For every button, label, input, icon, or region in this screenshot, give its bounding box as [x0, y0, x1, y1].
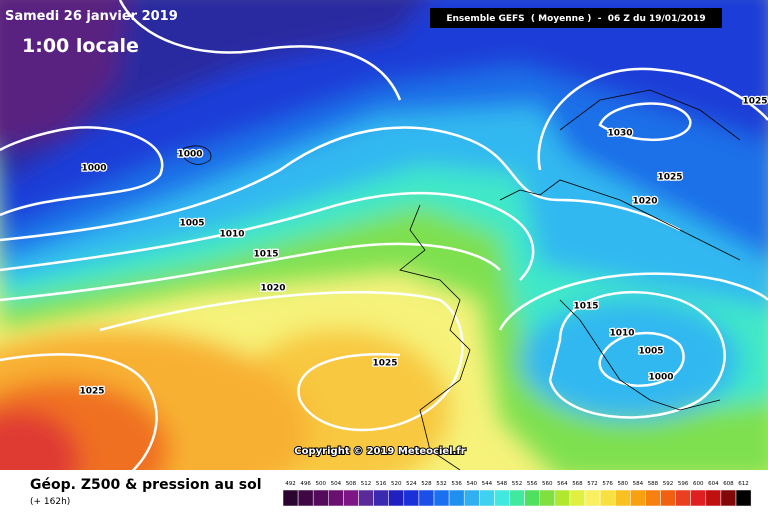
legend-label: 560 — [542, 481, 553, 487]
legend-label: 580 — [618, 481, 629, 487]
isobar-label: 1015 — [573, 302, 598, 312]
isobar-label: 1000 — [81, 164, 106, 174]
legend-label: 592 — [663, 481, 674, 487]
isobar-label: 1020 — [260, 284, 285, 294]
legend-swatch — [509, 489, 525, 507]
legend-swatch — [660, 489, 676, 507]
copyright: Copyright © 2019 Meteociel.fr — [294, 446, 465, 457]
isobar-label: 1025 — [742, 97, 767, 107]
legend-label: 516 — [376, 481, 387, 487]
legend-label: 612 — [738, 481, 749, 487]
legend-swatch — [524, 489, 540, 507]
legend-label: 584 — [633, 481, 644, 487]
isobar-label: 1010 — [219, 230, 244, 240]
legend-swatch — [720, 489, 737, 507]
model-box — [430, 8, 722, 28]
isobar-label: 1025 — [372, 359, 397, 369]
legend-label: 496 — [300, 481, 311, 487]
isobar-label: 1025 — [657, 173, 682, 183]
coastlines — [179, 89, 741, 470]
local-time: 1:00 locale — [22, 35, 139, 57]
legend-label: 568 — [572, 481, 583, 487]
legend-swatch — [494, 489, 510, 507]
legend-label: 564 — [557, 481, 568, 487]
isobar-label: 1015 — [253, 250, 278, 260]
legend-swatch — [479, 489, 495, 507]
legend-swatch — [463, 489, 480, 507]
date: Samedi 26 janvier 2019 — [5, 9, 178, 24]
legend-label: 500 — [316, 481, 327, 487]
legend-label: 600 — [693, 481, 704, 487]
isobar-label: 1030 — [607, 129, 632, 139]
legend-swatch — [569, 489, 586, 507]
legend-label: 512 — [361, 481, 372, 487]
legend-swatch — [418, 489, 435, 507]
legend-label: 544 — [482, 481, 493, 487]
legend-label: 520 — [391, 481, 402, 487]
legend-swatch — [599, 489, 616, 507]
legend-swatch — [705, 489, 722, 507]
legend-swatch — [282, 489, 299, 507]
legend-swatch — [675, 489, 691, 507]
isobar-label: 1020 — [632, 197, 657, 207]
legend-swatch — [448, 489, 465, 507]
legend-label: 492 — [285, 481, 296, 487]
legend-swatch — [388, 489, 405, 507]
legend-label: 532 — [436, 481, 447, 487]
legend-swatch — [297, 489, 314, 507]
legend-label: 504 — [331, 481, 342, 487]
legend-swatch — [403, 489, 420, 507]
legend-label: 588 — [648, 481, 659, 487]
isobars — [0, 0, 768, 470]
legend-swatch — [584, 489, 601, 507]
legend-swatch — [343, 489, 359, 507]
legend-label: 540 — [467, 481, 478, 487]
footer-title: Géop. Z500 & pression au sol — [30, 477, 262, 493]
legend-label: 576 — [602, 481, 613, 487]
legend-label: 528 — [421, 481, 432, 487]
legend-label: 556 — [527, 481, 538, 487]
legend-label: 524 — [406, 481, 417, 487]
legend-label: 552 — [512, 481, 523, 487]
legend-swatch — [645, 489, 661, 507]
legend-swatch — [433, 489, 450, 507]
legend-swatch — [358, 489, 374, 507]
legend-label: 536 — [451, 481, 462, 487]
legend-swatch — [539, 489, 556, 507]
isobar-label: 1025 — [79, 387, 104, 397]
legend-label: 604 — [708, 481, 719, 487]
legend-swatch — [554, 489, 571, 507]
legend-label: 572 — [587, 481, 598, 487]
isobar-label: 1000 — [177, 150, 202, 160]
model-info: Ensemble GEFS ( Moyenne ) - 06 Z du 19/0… — [446, 14, 705, 24]
isobar-label: 1005 — [179, 219, 204, 229]
legend-label: 548 — [497, 481, 508, 487]
legend-swatch — [735, 489, 752, 507]
legend-swatch — [373, 489, 389, 507]
isobar-label: 1005 — [638, 347, 663, 357]
legend-swatch — [690, 489, 707, 507]
footer-subtitle: (+ 162h) — [30, 497, 70, 507]
legend-swatch — [328, 489, 344, 507]
legend-swatch — [312, 489, 329, 507]
legend-label: 608 — [723, 481, 734, 487]
legend-label: 508 — [346, 481, 357, 487]
legend-label: 596 — [678, 481, 689, 487]
isobar-label: 1000 — [648, 373, 673, 383]
isobar-label: 1010 — [609, 329, 634, 339]
legend-swatch — [614, 489, 631, 507]
legend-swatch — [630, 489, 646, 507]
